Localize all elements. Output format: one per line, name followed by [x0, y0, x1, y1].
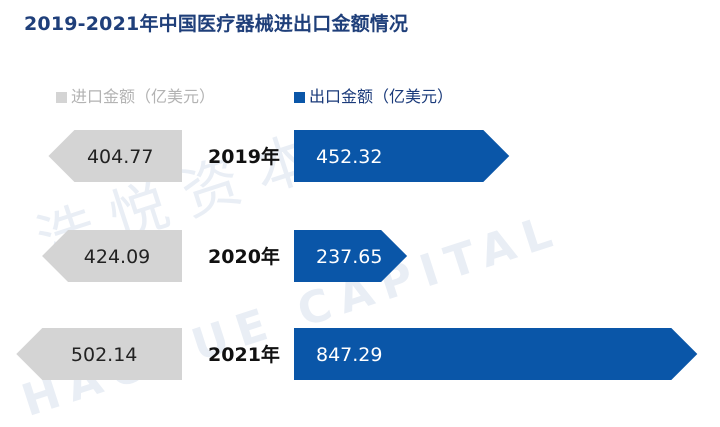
export-value-label-2: 237.65 [316, 246, 382, 268]
import-value-label-3: 502.14 [71, 344, 137, 366]
import-bar-3 [16, 328, 183, 380]
export-value-label-1: 452.32 [316, 146, 382, 168]
legend-import-label: 进口金额（亿美元） [71, 87, 216, 106]
legend-import: 进口金额（亿美元） [56, 86, 215, 108]
import-value-label-2: 424.09 [84, 246, 150, 268]
chart-canvas: 404.77 452.32 2019年 424.09 237.65 2020年 502.14… [16, 130, 698, 380]
legend-export: 出口金额（亿美元） [294, 86, 453, 108]
export-bar-2 [294, 230, 408, 282]
category-label-2: 2020年 [208, 245, 280, 268]
export-bar-1 [294, 130, 510, 182]
legend-import-swatch [56, 91, 67, 103]
category-label-3: 2021年 [208, 343, 280, 366]
chart-title: 2019-2021年中国医疗器械进出口金额情况 [24, 13, 409, 35]
category-label-1: 2019年 [208, 145, 280, 168]
import-bar-2 [42, 230, 183, 282]
export-value-label-3: 847.29 [316, 344, 382, 366]
legend-export-label: 出口金额（亿美元） [309, 87, 454, 106]
export-bar-3 [294, 328, 698, 380]
import-bar-1 [48, 130, 182, 182]
legend-export-swatch [294, 91, 305, 103]
import-value-label-1: 404.77 [87, 146, 153, 168]
